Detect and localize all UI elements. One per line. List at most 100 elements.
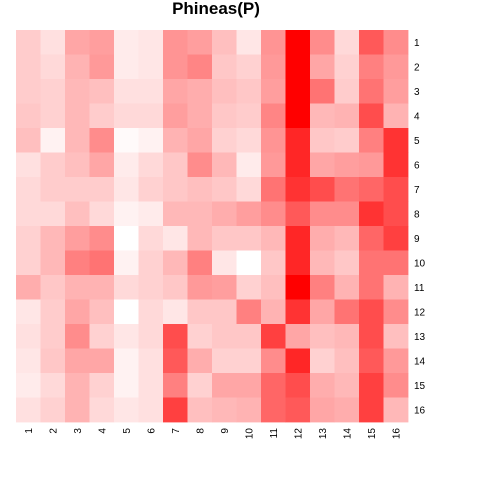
heatmap-cell-r12-c3: [65, 299, 90, 325]
heatmap-cell-r9-c7: [163, 226, 188, 251]
heatmap-cell-r1-c3: [65, 30, 90, 55]
heatmap-cell-r9-c5: [114, 226, 139, 251]
column-label: 12: [293, 428, 304, 440]
heatmap-cell-r12-c8: [187, 299, 213, 325]
heatmap-cell-r6-c6: [138, 152, 164, 178]
heatmap-cell-r11-c1: [16, 275, 41, 300]
heatmap-cell-r10-c6: [138, 250, 164, 276]
heatmap-cell-r6-c4: [89, 152, 115, 178]
row-label: 10: [414, 258, 426, 269]
heatmap-cell-r4-c2: [40, 103, 66, 129]
heatmap-cell-r9-c6: [138, 226, 164, 251]
heatmap-cell-r10-c14: [334, 250, 360, 276]
heatmap-cell-r10-c11: [261, 250, 286, 276]
heatmap-cell-r10-c2: [40, 250, 66, 276]
column-label: 5: [122, 428, 133, 434]
heatmap-cell-r14-c6: [138, 348, 164, 374]
heatmap-cell-r10-c7: [163, 250, 188, 276]
heatmap-cell-r7-c8: [187, 177, 213, 202]
row-label: 6: [414, 160, 420, 171]
heatmap-cell-r14-c1: [16, 348, 41, 374]
heatmap-cell-r7-c5: [114, 177, 139, 202]
heatmap-cell-r16-c1: [16, 397, 41, 423]
heatmap-cell-r8-c16: [383, 201, 409, 227]
row-label: 9: [414, 234, 420, 245]
heatmap-cell-r2-c1: [16, 54, 41, 80]
heatmap-cell-r11-c9: [212, 275, 237, 300]
heatmap-cell-r2-c4: [89, 54, 115, 80]
row-label: 12: [414, 307, 426, 318]
heatmap-cell-r14-c9: [212, 348, 237, 374]
heatmap-cell-r10-c10: [236, 250, 262, 276]
row-label: 3: [414, 87, 420, 98]
heatmap-cell-r7-c3: [65, 177, 90, 202]
heatmap-cell-r4-c7: [163, 103, 188, 129]
heatmap-cell-r5-c4: [89, 128, 115, 153]
heatmap-cell-r4-c15: [359, 103, 384, 129]
heatmap-cell-r15-c5: [114, 373, 139, 398]
heatmap-cell-r7-c16: [383, 177, 409, 202]
heatmap-cell-r9-c16: [383, 226, 409, 251]
heatmap-cell-r10-c13: [310, 250, 335, 276]
heatmap-cell-r4-c14: [334, 103, 360, 129]
column-label: 1: [24, 428, 35, 434]
heatmap-cell-r6-c5: [114, 152, 139, 178]
heatmap-cell-r12-c10: [236, 299, 262, 325]
heatmap-cell-r3-c3: [65, 79, 90, 104]
heatmap-cell-r16-c7: [163, 397, 188, 423]
heatmap-cell-r9-c8: [187, 226, 213, 251]
heatmap-cell-r3-c1: [16, 79, 41, 104]
chart-title: Phineas(P): [172, 0, 260, 18]
heatmap-cell-r9-c3: [65, 226, 90, 251]
heatmap-cell-r7-c9: [212, 177, 237, 202]
heatmap-cell-r8-c4: [89, 201, 115, 227]
heatmap-cell-r16-c12: [285, 397, 311, 423]
heatmap-cell-r14-c16: [383, 348, 409, 374]
heatmap-cell-r15-c7: [163, 373, 188, 398]
heatmap-cell-r9-c15: [359, 226, 384, 251]
row-label: 4: [414, 111, 420, 122]
heatmap-cell-r9-c2: [40, 226, 66, 251]
heatmap-cell-r8-c7: [163, 201, 188, 227]
heatmap-cell-r12-c2: [40, 299, 66, 325]
heatmap-cell-r15-c13: [310, 373, 335, 398]
column-label: 8: [195, 428, 206, 434]
heatmap-cell-r14-c5: [114, 348, 139, 374]
heatmap-cell-r13-c1: [16, 324, 41, 349]
heatmap-cell-r6-c10: [236, 152, 262, 178]
heatmap-cell-r14-c3: [65, 348, 90, 374]
heatmap-cell-r7-c6: [138, 177, 164, 202]
heatmap-cell-r1-c7: [163, 30, 188, 55]
heatmap-cell-r3-c12: [285, 79, 311, 104]
heatmap-cell-r12-c7: [163, 299, 188, 325]
column-label: 4: [97, 428, 108, 434]
heatmap-cell-r3-c15: [359, 79, 384, 104]
heatmap-cell-r15-c11: [261, 373, 286, 398]
heatmap-cell-r15-c4: [89, 373, 115, 398]
heatmap-cell-r9-c13: [310, 226, 335, 251]
heatmap-cell-r1-c4: [89, 30, 115, 55]
heatmap-cell-r16-c2: [40, 397, 66, 423]
heatmap-cell-r2-c13: [310, 54, 335, 80]
heatmap-cell-r2-c5: [114, 54, 139, 80]
heatmap-cell-r4-c13: [310, 103, 335, 129]
heatmap-cell-r16-c9: [212, 397, 237, 423]
heatmap-cell-r11-c5: [114, 275, 139, 300]
row-label: 1: [414, 38, 420, 49]
heatmap-cell-r15-c3: [65, 373, 90, 398]
heatmap-cell-r3-c5: [114, 79, 139, 104]
row-label: 7: [414, 185, 420, 196]
heatmap-cell-r15-c10: [236, 373, 262, 398]
heatmap-cells: [16, 30, 409, 423]
heatmap-cell-r5-c10: [236, 128, 262, 153]
heatmap-cell-r2-c3: [65, 54, 90, 80]
heatmap-cell-r10-c5: [114, 250, 139, 276]
heatmap-cell-r15-c2: [40, 373, 66, 398]
heatmap-cell-r12-c12: [285, 299, 311, 325]
heatmap-cell-r14-c11: [261, 348, 286, 374]
heatmap-cell-r15-c14: [334, 373, 360, 398]
heatmap-cell-r8-c8: [187, 201, 213, 227]
row-label: 15: [414, 381, 426, 392]
